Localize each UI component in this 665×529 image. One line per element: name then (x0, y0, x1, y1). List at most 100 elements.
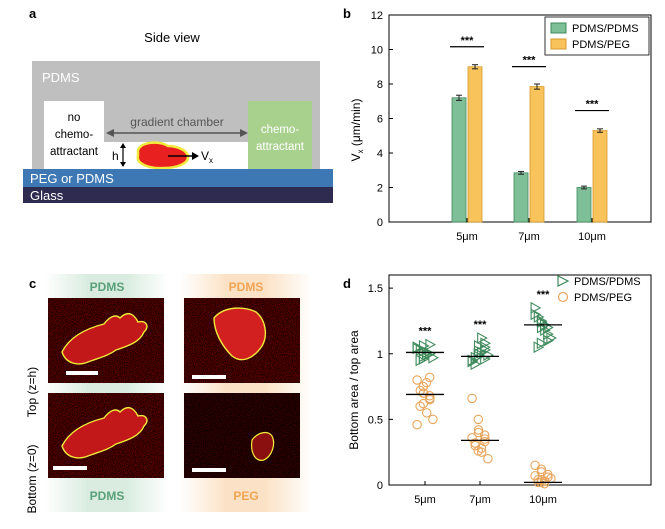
legend-swatch-pdms-pdms (550, 22, 567, 34)
point-pdms-peg (467, 393, 477, 404)
point-pdms-pdms (418, 353, 430, 365)
micro-bottom-right-title: PEG (233, 489, 259, 503)
scatter-chart-ylabel: Bottom area / top area (347, 330, 361, 450)
point-pdms-peg (421, 408, 432, 418)
bar-pdms-pdms-2 (576, 187, 592, 223)
point-pdms-peg (473, 427, 484, 438)
point-pdms-peg (421, 377, 432, 388)
cell-pdms-bottom (61, 406, 148, 459)
panel-letter-d: d (343, 276, 351, 291)
gradient-label-bg (126, 115, 232, 129)
velocity-subscript: x (209, 156, 213, 165)
legend-label-pdms-peg: PDMS/PEG (572, 39, 630, 51)
micrograph-peg-bottom (184, 393, 300, 478)
scale-bar (192, 375, 226, 379)
side-view-title: Side view (144, 30, 200, 45)
point-pdms-peg (479, 430, 490, 440)
ytick-label: 6 (377, 114, 383, 126)
point-pdms-pdms (533, 341, 545, 354)
side-view-diagram: Side view PDMS no chemo- attractant chem… (23, 30, 333, 203)
significance-stars: *** (461, 35, 475, 47)
point-pdms-peg (424, 391, 435, 401)
area-ratio-scatter-chart: 0 0.5 1 1.5 5μm 7μm 10μm *** *** *** Bottom area… (347, 274, 652, 506)
point-pdms-pdms (536, 337, 548, 350)
point-pdms-peg (483, 454, 493, 464)
xtick-label: 5μm (456, 231, 478, 243)
ytick-label: 0.5 (368, 414, 383, 426)
ytick-label: 4 (377, 148, 383, 160)
cell-peg-top (213, 307, 267, 361)
no-chemo-line1: no (68, 112, 81, 124)
point-pdms-pdms (418, 339, 430, 352)
point-pdms-peg (536, 475, 547, 485)
ytick-label: 1 (377, 349, 383, 361)
xtick-label: 7μm (518, 231, 540, 243)
point-pdms-pdms (470, 351, 482, 364)
point-pdms-peg (473, 446, 484, 456)
cell-peg-bottom (251, 431, 275, 461)
micro-top-left-title: PDMS (89, 280, 125, 294)
ytick-label: 8 (377, 79, 383, 91)
xtick-label: 7μm (469, 494, 491, 506)
panel-letter-a: a (29, 6, 37, 21)
micrograph-grid (48, 298, 300, 478)
scatter-chart-frame (388, 274, 652, 486)
point-pdms-peg (412, 375, 422, 385)
point-pdms-peg (415, 401, 425, 412)
legend-label-pdms-pdms: PDMS/PDMS (572, 23, 639, 35)
legend-label-pdms-pdms: PDMS/PDMS (574, 276, 641, 288)
point-pdms-peg (428, 414, 438, 425)
gradient-arrow-right-head (240, 129, 248, 137)
bar-pdms-peg-1 (529, 86, 545, 223)
cell-shape (136, 141, 190, 170)
point-pdms-pdms (540, 324, 551, 337)
point-pdms-pdms (470, 358, 482, 371)
significance-stars: *** (586, 99, 600, 111)
micro-top-right-title: PDMS (228, 280, 264, 294)
gradient-label: gradient chamber (130, 115, 223, 129)
gradient-arrow-left-head (106, 129, 114, 137)
point-pdms-peg (418, 398, 429, 409)
point-pdms-pdms (412, 342, 424, 355)
scale-bar (66, 371, 98, 375)
micrograph-pdms-top (48, 298, 164, 383)
point-pdms-pdms (546, 332, 558, 344)
point-pdms-peg (424, 372, 435, 383)
chemo-reservoir (248, 101, 312, 169)
legend-circle-marker (557, 291, 569, 303)
xtick-label: 10μm (578, 231, 606, 243)
scale-bar (192, 468, 226, 472)
legend-swatch-pdms-peg (550, 38, 567, 50)
point-pdms-peg (530, 460, 540, 471)
glass-label: Glass (30, 188, 64, 203)
micrograph-peg-top (184, 298, 300, 383)
ytick-label: 1.5 (368, 283, 383, 295)
point-pdms-pdms (477, 332, 488, 344)
point-pdms-peg (480, 434, 490, 444)
chemo-line1: chemo- (261, 124, 300, 136)
ytick-label: 2 (377, 183, 383, 195)
bar-chart-ylabel: Vx (μm/min) (349, 99, 365, 162)
point-pdms-peg (467, 433, 477, 443)
significance-stars: *** (523, 55, 537, 67)
point-pdms-pdms (530, 308, 542, 321)
bar-pdms-peg-2 (592, 130, 608, 223)
xtick-label: 10μm (529, 494, 557, 506)
cell-pdms-top (61, 312, 148, 365)
no-chemo-line3: attractant (50, 146, 99, 158)
no-chemo-line2: chemo- (55, 129, 94, 141)
height-label: h (112, 149, 119, 163)
ytick-label: 0 (377, 480, 383, 492)
point-pdms-peg (470, 438, 480, 448)
point-pdms-peg (479, 436, 490, 447)
pdms-label: PDMS (42, 70, 80, 85)
significance-stars: *** (419, 326, 433, 338)
micro-bottom-left-title: PDMS (89, 489, 125, 503)
legend-label-pdms-peg: PDMS/PEG (574, 292, 632, 304)
bar-pdms-pdms-0 (451, 97, 467, 223)
panel-letter-b: b (343, 6, 351, 21)
bar-pdms-peg-0 (467, 66, 483, 223)
point-pdms-pdms (467, 355, 479, 368)
point-pdms-pdms (533, 311, 545, 323)
point-pdms-peg (536, 464, 547, 475)
